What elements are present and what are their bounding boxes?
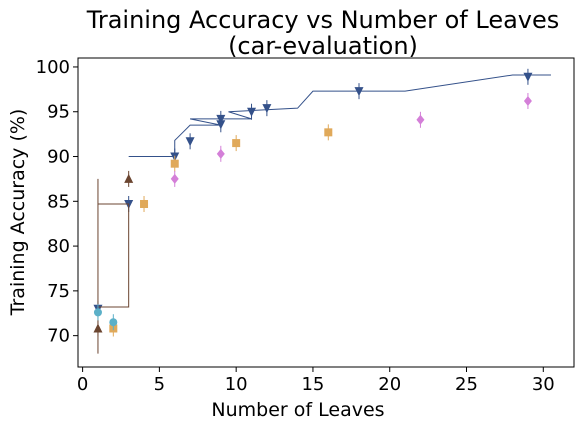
data-point-circle [109,318,118,327]
data-point-diamond [216,148,225,159]
x-tick-label: 5 [154,374,165,395]
axis-ticks: 0 5 10 15 20 25 30 70 75 80 85 90 95 100 [36,57,555,395]
data-point-triangle-down [185,137,195,147]
x-axis-label: Number of Leaves [211,399,384,421]
data-point-circle [93,308,102,317]
data-point-square [324,128,333,137]
data-point-square [140,199,149,208]
y-tick-label: 80 [47,236,70,257]
y-axis-label: Training Accuracy (%) [7,109,29,317]
y-tick-label: 90 [47,147,70,168]
x-tick-label: 0 [77,374,88,395]
chart-title-line1: Training Accuracy vs Number of Leaves [86,6,560,34]
y-tick-label: 95 [47,102,70,123]
y-tick-label: 75 [47,281,70,302]
plot-frame [77,57,575,368]
data-point-triangle-down [262,104,272,114]
data-point-diamond [416,114,425,125]
data-point-triangle-down [354,87,364,97]
y-tick-label: 85 [47,191,70,212]
data-point-square [232,139,241,148]
x-tick-label: 30 [532,374,555,395]
data-point-diamond [523,95,532,106]
y-tick-label: 100 [36,57,70,78]
y-tick-label: 70 [47,326,70,347]
x-tick-label: 10 [225,374,248,395]
x-tick-label: 15 [301,374,324,395]
x-tick-label: 25 [455,374,478,395]
plot-area [93,68,551,354]
series-step-line [97,178,130,354]
data-point-triangle-down [247,107,257,117]
data-point-triangle-up [124,173,134,183]
data-point-triangle-down [523,72,533,82]
data-point-diamond [170,173,179,184]
chart-title-line2: (car-evaluation) [228,32,418,60]
data-point-square [170,159,179,168]
data-point-triangle-down [216,114,226,124]
x-tick-label: 20 [378,374,401,395]
series-step-line [128,74,551,158]
data-point-triangle-up [93,323,103,333]
